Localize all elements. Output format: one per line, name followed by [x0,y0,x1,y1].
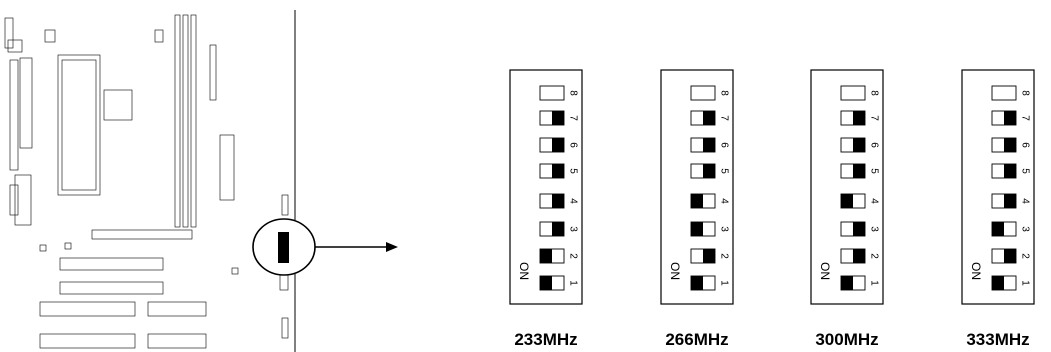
switch-number: 5 [568,168,579,174]
switch-knob [552,164,564,178]
switch-knob [691,222,703,236]
switch-knob [540,276,552,290]
switch-number: 8 [869,90,880,96]
switch-knob [703,249,715,263]
frequency-labels: 233MHz 266MHz 300MHz 333MHz [514,330,1029,349]
switch-slot [840,85,866,101]
switch-number: 4 [1020,198,1031,204]
switch-knob [841,194,853,208]
switch-number: 7 [1020,115,1031,121]
switch-knob [841,276,853,290]
motherboard-layout [4,10,296,352]
switch-knob [1004,164,1016,178]
switch-knob [1004,111,1016,125]
switch-knob [1004,194,1016,208]
switch-number: 3 [1020,226,1031,232]
switch-number: 5 [869,168,880,174]
frequency-label: 266MHz [665,330,728,349]
switch-number: 2 [719,253,730,259]
switch-number: 3 [568,226,579,232]
switch-knob [691,276,703,290]
switch-number: 7 [719,115,730,121]
switch-number: 2 [1020,253,1031,259]
switch-number: 5 [719,168,730,174]
switch-number: 3 [869,226,880,232]
switch-number: 7 [869,115,880,121]
switch-number: 4 [869,198,880,204]
switch-number: 6 [869,142,880,148]
switch-block: 8 7 6 5 4 3 2 1 ON [810,69,884,305]
switch-number: 8 [1020,90,1031,96]
switch-knob [853,111,865,125]
switch-number: 4 [719,198,730,204]
switch-knob [552,194,564,208]
switch-knob [691,194,703,208]
switch-block: 8 7 6 5 4 3 2 1 ON [660,69,734,305]
switch-knob [703,111,715,125]
switch-knob [992,222,1004,236]
switch-block: 8 7 6 5 4 3 2 1 ON [961,69,1035,305]
switch-block-frame [810,69,884,305]
switch-knob [552,111,564,125]
on-label: ON [969,262,983,280]
switch-knob [540,249,552,263]
switch-number: 6 [568,142,579,148]
switch-slot [991,85,1017,101]
switch-number: 2 [869,253,880,259]
switch-number: 1 [869,280,880,286]
switch-knob [992,276,1004,290]
switch-knob [703,164,715,178]
switch-number: 6 [1020,142,1031,148]
switch-number: 2 [568,253,579,259]
highlighted-switch [278,232,289,263]
switch-knob [703,138,715,152]
frequency-label: 233MHz [514,330,577,349]
switch-block: 8 7 6 5 4 3 2 1 ON [509,69,583,305]
on-label: ON [668,262,682,280]
switch-number: 4 [568,198,579,204]
switch-slot [690,85,716,101]
frequency-label: 300MHz [815,330,878,349]
switch-number: 1 [1020,280,1031,286]
switch-number: 8 [568,90,579,96]
switch-number: 1 [719,280,730,286]
switch-number: 7 [568,115,579,121]
switch-blocks: 8 7 6 5 4 3 2 1 ON 8 7 6 5 4 3 2 1 ON 8 7 6 5 4 3 2 1 ON 8 7 6 5 4 3 2 1 ON [509,69,1035,305]
switch-knob [853,249,865,263]
pointer-arrow-head [386,242,398,252]
switch-knob [552,222,564,236]
switch-knob [853,164,865,178]
switch-knob [853,222,865,236]
switch-knob [853,138,865,152]
switch-number: 8 [719,90,730,96]
switch-knob [1004,138,1016,152]
on-label: ON [517,262,531,280]
switch-number: 3 [719,226,730,232]
switch-block-frame [660,69,734,305]
switch-number: 1 [568,280,579,286]
switch-slot [539,85,565,101]
switch-number: 5 [1020,168,1031,174]
switch-block-frame [509,69,583,305]
frequency-label: 333MHz [966,330,1029,349]
switch-knob [552,138,564,152]
switch-number: 6 [719,142,730,148]
switch-knob [1004,249,1016,263]
switch-block-frame [961,69,1035,305]
on-label: ON [818,262,832,280]
